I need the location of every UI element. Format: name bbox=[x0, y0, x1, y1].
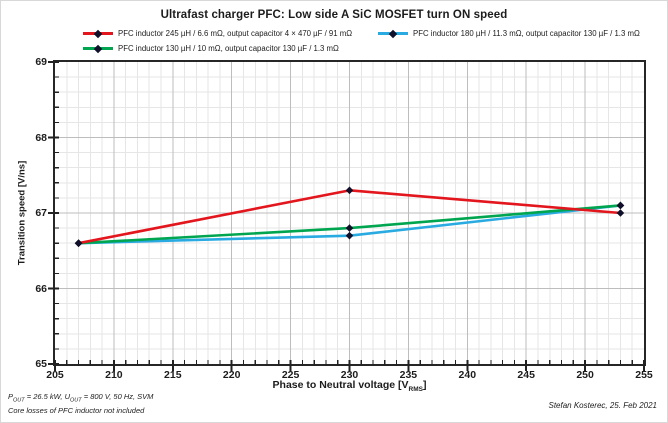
legend-entry-red-series: PFC inductor 245 µH / 6.6 mΩ, output cap… bbox=[83, 26, 352, 41]
y-tick-label: 65 bbox=[35, 358, 47, 370]
x-axis-title-text: Phase to Neutral voltage [V bbox=[272, 379, 409, 391]
x-tick-label: 205 bbox=[46, 369, 64, 381]
footnote-parameters: POUT = 26.5 kW, UOUT = 800 V, 50 Hz, SVM… bbox=[8, 392, 153, 416]
data-point-marker bbox=[616, 201, 625, 210]
data-point-marker bbox=[345, 231, 354, 240]
data-point-marker bbox=[345, 186, 354, 195]
legend-label: PFC inductor 130 µH / 10 mΩ, output capa… bbox=[118, 44, 339, 53]
x-tick-label: 240 bbox=[458, 369, 477, 381]
footnote-line-1: POUT = 26.5 kW, UOUT = 800 V, 50 Hz, SVM bbox=[8, 392, 154, 404]
legend-line-marker bbox=[83, 29, 113, 39]
legend-label: PFC inductor 245 µH / 6.6 mΩ, output cap… bbox=[118, 29, 353, 38]
x-tick-label: 225 bbox=[281, 369, 300, 381]
legend-column-left: PFC inductor 245 µH / 6.6 mΩ, output cap… bbox=[83, 26, 352, 56]
legend-line-marker bbox=[83, 44, 113, 54]
x-tick-label: 250 bbox=[576, 369, 594, 381]
x-axis-ticks: 205 210 215 220 225 230 235 240 245 250 255 bbox=[46, 369, 653, 383]
x-tick-label: 220 bbox=[222, 369, 241, 381]
x-axis-title-subscript: RMS bbox=[408, 386, 423, 394]
x-tick-label: 210 bbox=[105, 369, 123, 381]
plot-frame bbox=[48, 60, 646, 371]
data-point-marker bbox=[616, 209, 625, 217]
legend-line-marker bbox=[378, 29, 408, 39]
y-tick-label: 67 bbox=[35, 207, 47, 219]
plot-area bbox=[48, 61, 645, 371]
x-tick-label: 235 bbox=[399, 369, 418, 381]
x-tick-label: 245 bbox=[517, 369, 535, 381]
legend-diamond-icon bbox=[93, 29, 103, 38]
y-tick-label: 69 bbox=[35, 56, 47, 68]
chart-title: Ultrafast charger PFC: Low side A SiC MO… bbox=[160, 9, 508, 21]
legend-label: PFC inductor 180 µH / 11.3 mΩ, output ca… bbox=[413, 29, 640, 38]
x-axis-title-bracket: ] bbox=[422, 379, 427, 391]
data-point-marker bbox=[74, 239, 83, 247]
legend-column-right: PFC inductor 180 µH / 11.3 mΩ, output ca… bbox=[378, 26, 640, 41]
author-credit: Stefan Kosterec, 25. Feb 2021 bbox=[548, 401, 657, 410]
legend-diamond-icon bbox=[93, 44, 103, 53]
y-axis-ticks: 65 66 67 68 69 bbox=[1, 56, 55, 370]
x-axis-title: Phase to Neutral voltage [VRMS] bbox=[55, 379, 644, 393]
y-tick-label: 68 bbox=[35, 131, 47, 144]
x-tick-label: 230 bbox=[340, 369, 359, 381]
y-tick-label: 66 bbox=[35, 282, 47, 295]
footnote-line-2: Core losses of PFC inductor not included bbox=[8, 406, 145, 415]
x-tick-label: 215 bbox=[164, 369, 182, 381]
data-point-marker bbox=[345, 224, 354, 232]
legend-entry-blue-series: PFC inductor 180 µH / 11.3 mΩ, output ca… bbox=[378, 26, 640, 41]
legend-diamond-icon bbox=[388, 29, 398, 38]
legend-entry-green-series: PFC inductor 130 µH / 10 mΩ, output capa… bbox=[83, 41, 352, 56]
x-tick-label: 255 bbox=[635, 369, 653, 381]
